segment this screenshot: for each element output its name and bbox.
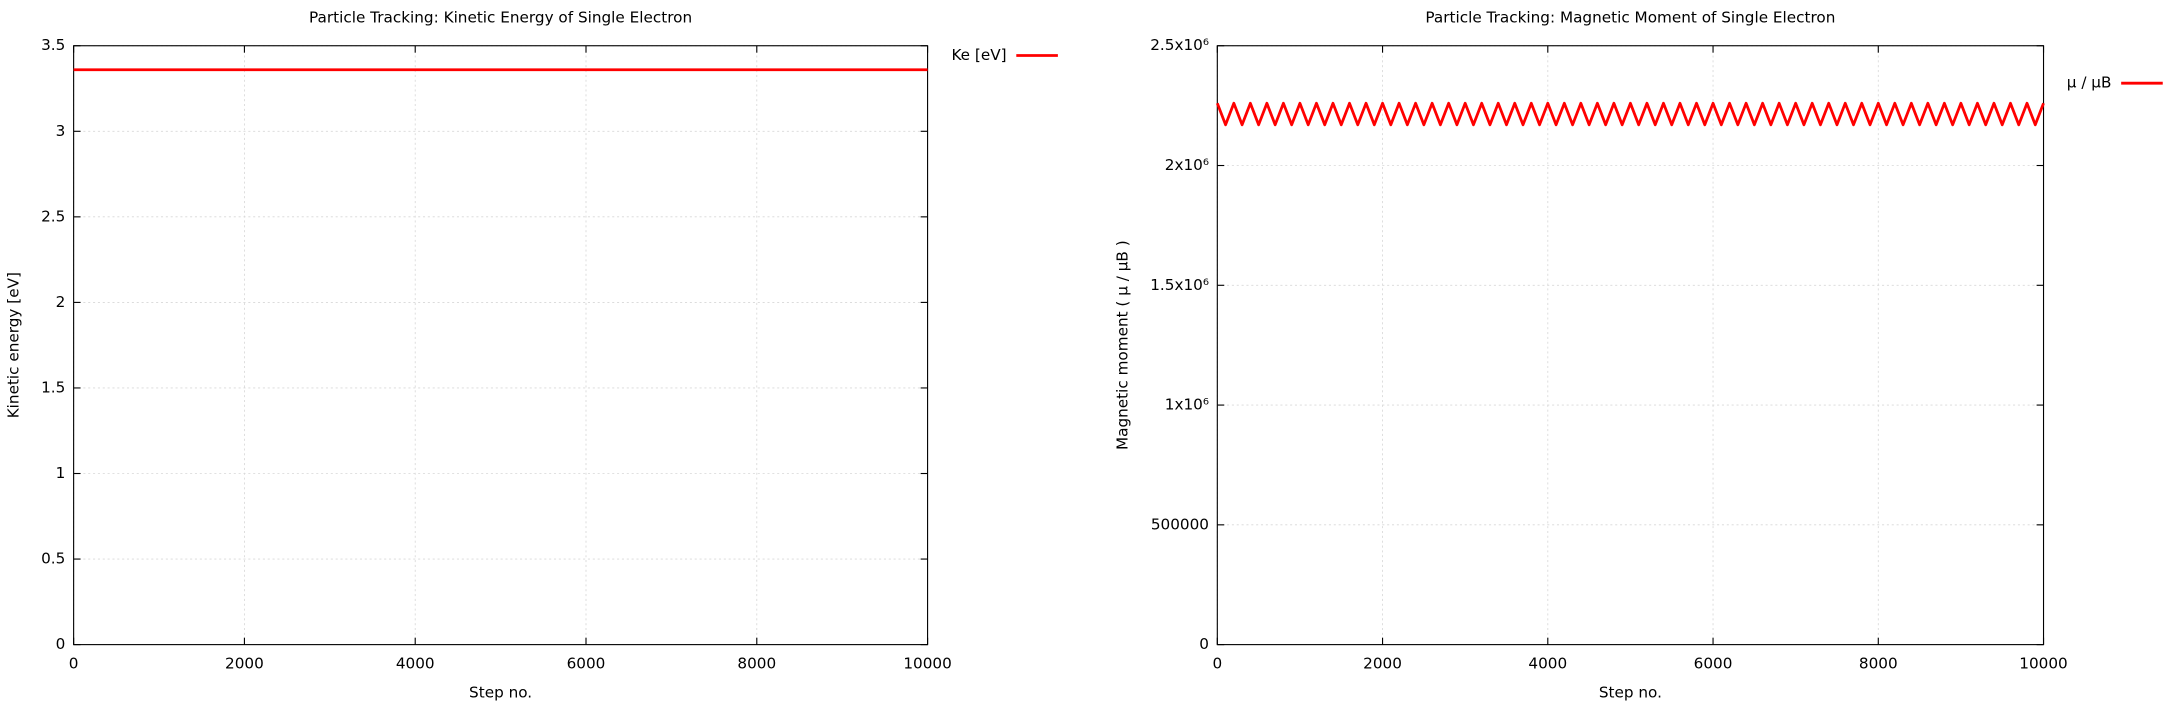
y-tick-label: 2.5 (41, 207, 65, 225)
x-tick-label: 4000 (396, 655, 435, 673)
y-tick-label: 2 (56, 293, 66, 311)
y-tick-label: 0.5 (41, 550, 65, 568)
plot-border (1216, 45, 2045, 646)
y-tick-label: 1.5 (41, 378, 65, 396)
x-tick-label: 8000 (1859, 655, 1898, 673)
x-tick-label: 0 (1212, 655, 1222, 673)
x-tick-label: 10000 (2019, 655, 2067, 673)
x-tick-label: 8000 (737, 655, 776, 673)
y-tick-label: 1x10⁶ (1165, 396, 1209, 414)
x-tick-label: 2000 (1363, 655, 1402, 673)
x-axis-label: Step no. (469, 684, 532, 702)
y-tick-label: 1 (56, 464, 66, 482)
y-axis-label: Kinetic energy [eV] (5, 272, 23, 418)
x-tick-label: 2000 (225, 655, 264, 673)
x-tick-label: 6000 (567, 655, 606, 673)
y-tick-label: 2x10⁶ (1165, 156, 1209, 174)
y-tick-label: 3 (56, 122, 66, 140)
x-tick-label: 0 (69, 655, 79, 673)
legend-label: μ / μB (2067, 74, 2112, 92)
legend-label: Ke [eV] (951, 46, 1006, 64)
y-tick-label: 3.5 (41, 36, 65, 54)
y-tick-label: 1.5x10⁶ (1150, 276, 1209, 294)
x-tick-label: 6000 (1694, 655, 1733, 673)
y-axis-label: Magnetic moment ( μ / μB ) (1114, 240, 1132, 450)
y-tick-label: 500000 (1151, 515, 1209, 533)
x-tick-label: 4000 (1528, 655, 1567, 673)
plot-border (73, 45, 929, 646)
chart-title: Particle Tracking: Magnetic Moment of Si… (1425, 9, 1835, 27)
data-line (1216, 101, 2045, 127)
y-tick-label: 0 (56, 635, 66, 653)
y-tick-label: 2.5x10⁶ (1150, 36, 1209, 54)
y-tick-label: 0 (1199, 635, 1209, 653)
chart-title: Particle Tracking: Kinetic Energy of Sin… (309, 9, 692, 27)
x-tick-label: 10000 (903, 655, 951, 673)
x-axis-label: Step no. (1599, 684, 1662, 702)
